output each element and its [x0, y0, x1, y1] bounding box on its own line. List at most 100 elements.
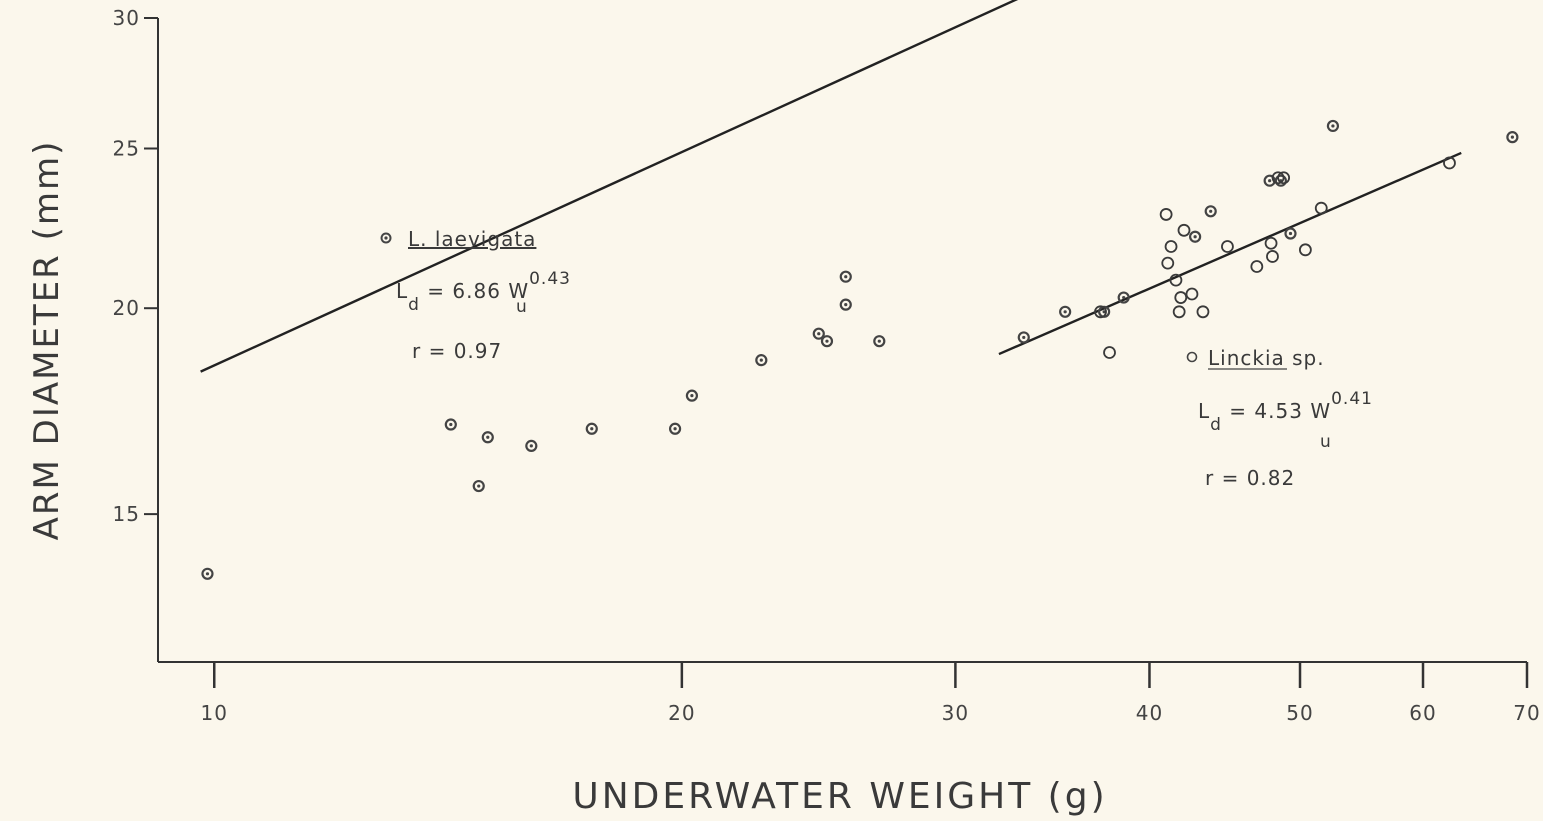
- legend-marker-l-laevigata-dot: [384, 236, 388, 240]
- point-marker-ring: [1103, 346, 1116, 359]
- point-l-laevigata: [201, 567, 214, 580]
- point-marker-dot: [477, 484, 481, 488]
- point-marker-dot: [590, 427, 594, 431]
- legend-label-l-laevigata: L. laevigata: [408, 227, 536, 251]
- point-l-laevigata: [668, 422, 682, 435]
- fit-line-linckia: [998, 151, 1462, 356]
- point-linckia: [1172, 305, 1186, 319]
- point-marker-dot: [759, 358, 763, 362]
- point-marker-dot: [877, 339, 881, 343]
- point-marker-ring: [1274, 174, 1287, 187]
- legend-marker-l-laevigata: [380, 232, 392, 244]
- point-marker-dot: [1022, 335, 1026, 340]
- point-marker-ring: [1284, 227, 1297, 240]
- point-l-laevigata: [1059, 305, 1072, 318]
- y-tick-label: 25: [113, 136, 140, 160]
- point-linckia: [1221, 240, 1234, 253]
- equation-l-laevigata-subscript-u: u: [516, 297, 527, 317]
- point-l-laevigata: [1017, 331, 1030, 344]
- point-marker-ring: [820, 335, 834, 348]
- point-marker-ring: [812, 327, 825, 340]
- equation-linckia-subscript-u: u: [1320, 432, 1331, 452]
- point-marker-ring: [1443, 156, 1456, 170]
- point-l-laevigata: [481, 431, 494, 444]
- point-linckia: [1169, 273, 1183, 287]
- x-tick-label: 30: [942, 701, 969, 725]
- y-tick-label: 30: [113, 6, 140, 30]
- point-marker-dot: [673, 427, 677, 431]
- point-l-laevigata: [444, 418, 457, 431]
- point-marker-dot: [1510, 135, 1514, 139]
- point-marker-ring: [1161, 256, 1175, 270]
- fit-line-l-laevigata: [200, 0, 1019, 373]
- point-marker-ring: [685, 389, 699, 402]
- legend-marker-linckia: [1186, 351, 1198, 363]
- point-marker-ring: [444, 418, 457, 431]
- point-linckia: [1177, 223, 1191, 237]
- point-marker-ring: [1196, 305, 1210, 319]
- point-l-laevigata: [820, 335, 834, 348]
- point-l-laevigata: [585, 422, 598, 435]
- point-linckia: [1174, 291, 1188, 304]
- point-linckia: [1159, 208, 1173, 221]
- point-marker-ring: [472, 479, 485, 493]
- point-marker-ring: [873, 335, 886, 348]
- r-value-linckia: r = 0.82: [1205, 466, 1295, 490]
- point-marker-dot: [844, 275, 848, 279]
- point-marker-dot: [1268, 179, 1272, 183]
- point-l-laevigata: [1204, 205, 1217, 218]
- point-marker-ring: [201, 567, 214, 580]
- point-marker-ring: [481, 431, 494, 444]
- data-points: [201, 119, 1519, 580]
- x-tick-label: 20: [668, 701, 695, 725]
- point-l-laevigata: [873, 335, 886, 348]
- point-marker-dot: [1102, 310, 1106, 314]
- equation-l-laevigata: Ld = 6.86 W0.43: [396, 269, 571, 315]
- point-marker-ring: [1326, 119, 1340, 133]
- point-linckia: [1298, 243, 1312, 257]
- point-marker-ring: [1185, 287, 1199, 301]
- point-linckia: [1266, 250, 1279, 263]
- point-marker-ring: [1174, 291, 1188, 304]
- point-marker-ring: [1094, 305, 1107, 319]
- point-l-laevigata: [1117, 291, 1130, 304]
- point-marker-ring: [1159, 208, 1173, 221]
- point-marker-dot: [205, 572, 210, 576]
- legend-label-linckia: Linckia sp.: [1208, 346, 1325, 370]
- point-marker-dot: [1209, 209, 1213, 213]
- point-marker-dot: [486, 435, 490, 439]
- point-marker-ring: [1250, 260, 1264, 273]
- point-marker-dot: [1288, 231, 1293, 236]
- point-marker-ring: [1204, 205, 1217, 218]
- point-marker-dot: [1193, 235, 1197, 239]
- point-linckia: [1185, 287, 1199, 301]
- annotations: L. laevigata Ld = 6.86 W0.43 u r = 0.97 …: [380, 227, 1372, 490]
- point-marker-ring: [1172, 305, 1186, 319]
- point-l-laevigata: [1263, 174, 1276, 187]
- point-l-laevigata: [1284, 227, 1297, 240]
- point-marker-ring: [839, 298, 852, 311]
- point-l-laevigata: [839, 270, 852, 283]
- regression-lines: [200, 0, 1462, 373]
- point-marker-ring: [1189, 230, 1202, 243]
- point-marker-ring: [1164, 240, 1178, 253]
- point-linckia: [1277, 171, 1291, 185]
- point-marker-ring: [1177, 223, 1191, 237]
- y-axis-label: ARM DIAMETER (mm): [27, 140, 67, 541]
- point-l-laevigata: [755, 354, 768, 367]
- point-linckia: [1271, 171, 1285, 185]
- point-marker-ring: [1263, 174, 1276, 187]
- x-tick-label: 70: [1513, 701, 1540, 725]
- point-linckia: [1094, 305, 1107, 319]
- point-marker-ring: [1017, 331, 1030, 344]
- point-marker-dot: [1122, 295, 1126, 300]
- point-marker-ring: [668, 422, 682, 435]
- point-marker-ring: [1117, 291, 1130, 304]
- y-tick-label: 15: [113, 502, 140, 526]
- x-tick-label: 40: [1136, 701, 1163, 725]
- point-marker-ring: [1506, 131, 1519, 144]
- point-marker-ring: [1271, 171, 1285, 185]
- point-marker-ring: [1266, 250, 1279, 263]
